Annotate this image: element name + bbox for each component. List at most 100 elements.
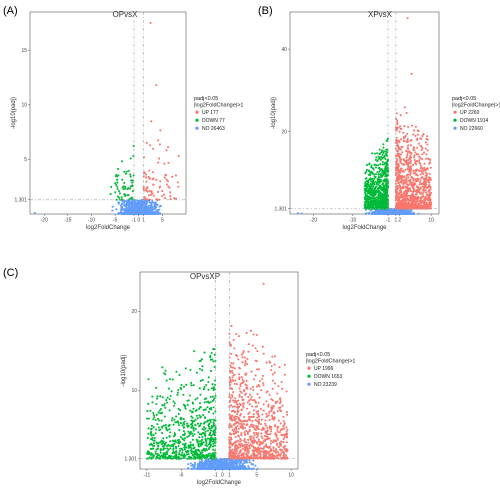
- x-tick-label: 0: [137, 218, 140, 224]
- point-no: [128, 210, 131, 213]
- point-down: [377, 164, 380, 167]
- point-no: [111, 205, 114, 208]
- point-up: [144, 173, 147, 176]
- point-no: [146, 209, 149, 212]
- x-tick-label: 1: [394, 218, 397, 224]
- point-down: [385, 191, 389, 194]
- point-down: [384, 157, 387, 160]
- point-down: [364, 207, 367, 210]
- point-down: [364, 181, 367, 184]
- point-no: [124, 212, 127, 215]
- point-no: [251, 463, 254, 466]
- point-down: [151, 395, 154, 398]
- point-up: [416, 160, 419, 163]
- point-no: [210, 467, 213, 470]
- point-up: [399, 189, 403, 192]
- point-down: [189, 441, 192, 444]
- point-up: [398, 184, 401, 187]
- point-up: [397, 165, 400, 168]
- point-no: [242, 462, 246, 465]
- point-up: [414, 195, 417, 199]
- point-down: [131, 179, 134, 182]
- point-up: [410, 206, 413, 209]
- x-tick-label: -20: [41, 218, 48, 224]
- point-up: [414, 151, 417, 154]
- point-down: [375, 191, 378, 194]
- point-down: [382, 150, 386, 153]
- point-down: [210, 429, 213, 432]
- legend-title: |log2FoldChange|>1: [194, 103, 244, 109]
- point-down: [120, 160, 124, 163]
- point-no: [153, 207, 157, 210]
- point-up: [174, 174, 177, 177]
- point-down: [377, 175, 380, 179]
- point-no: [217, 467, 220, 471]
- point-down: [122, 188, 125, 191]
- point-down: [128, 187, 131, 190]
- point-down: [382, 172, 386, 175]
- point-up: [416, 189, 419, 192]
- point-up: [408, 150, 411, 153]
- point-down: [179, 447, 182, 450]
- x-tick-label: -1: [386, 218, 391, 224]
- point-no: [133, 202, 136, 205]
- point-no: [153, 211, 156, 214]
- point-no: [137, 204, 140, 207]
- legend-title: padj<0.05: [452, 96, 476, 102]
- point-down: [370, 170, 373, 173]
- point-up: [405, 192, 409, 195]
- point-down: [118, 196, 121, 199]
- point-up: [412, 205, 415, 208]
- point-up: [413, 158, 416, 161]
- point-up: [404, 185, 407, 188]
- point-no: [376, 210, 379, 213]
- point-no: [117, 201, 120, 204]
- point-up: [418, 183, 421, 186]
- point-up: [408, 187, 412, 190]
- point-up: [426, 149, 429, 152]
- point-no: [226, 464, 229, 468]
- point-up: [398, 174, 401, 177]
- point-down: [376, 152, 379, 155]
- point-down: [378, 170, 381, 173]
- point-down: [162, 437, 165, 440]
- point-no: [193, 463, 197, 466]
- point-no: [126, 201, 129, 204]
- point-no: [151, 199, 154, 203]
- point-down: [378, 153, 381, 156]
- y-tick-label: 40: [281, 47, 287, 53]
- point-down: [123, 181, 126, 184]
- point-up: [412, 133, 415, 136]
- point-up: [406, 152, 409, 156]
- point-up: [410, 184, 413, 187]
- point-no: [213, 460, 216, 463]
- point-up: [396, 192, 399, 195]
- point-down: [371, 178, 374, 181]
- point-up: [425, 153, 428, 156]
- point-up: [405, 177, 408, 180]
- legend-title: padj<0.05: [194, 96, 218, 102]
- point-up: [413, 161, 417, 164]
- point-down: [381, 189, 384, 192]
- point-up: [406, 132, 409, 135]
- point-up: [157, 139, 160, 142]
- point-up: [420, 148, 423, 151]
- point-up: [410, 139, 413, 142]
- point-down: [154, 419, 157, 422]
- point-up: [146, 186, 149, 189]
- point-down: [380, 196, 383, 199]
- point-down: [386, 137, 389, 140]
- point-up: [155, 178, 158, 181]
- point-down: [123, 170, 126, 173]
- point-up: [411, 198, 414, 201]
- point-up: [397, 155, 401, 158]
- point-down: [130, 179, 133, 182]
- point-no: [254, 464, 257, 467]
- point-down: [131, 190, 134, 193]
- point-down: [166, 447, 169, 450]
- point-no: [247, 466, 250, 470]
- point-no: [119, 204, 122, 207]
- point-up: [419, 187, 422, 190]
- point-down: [367, 204, 370, 207]
- point-down: [172, 423, 175, 426]
